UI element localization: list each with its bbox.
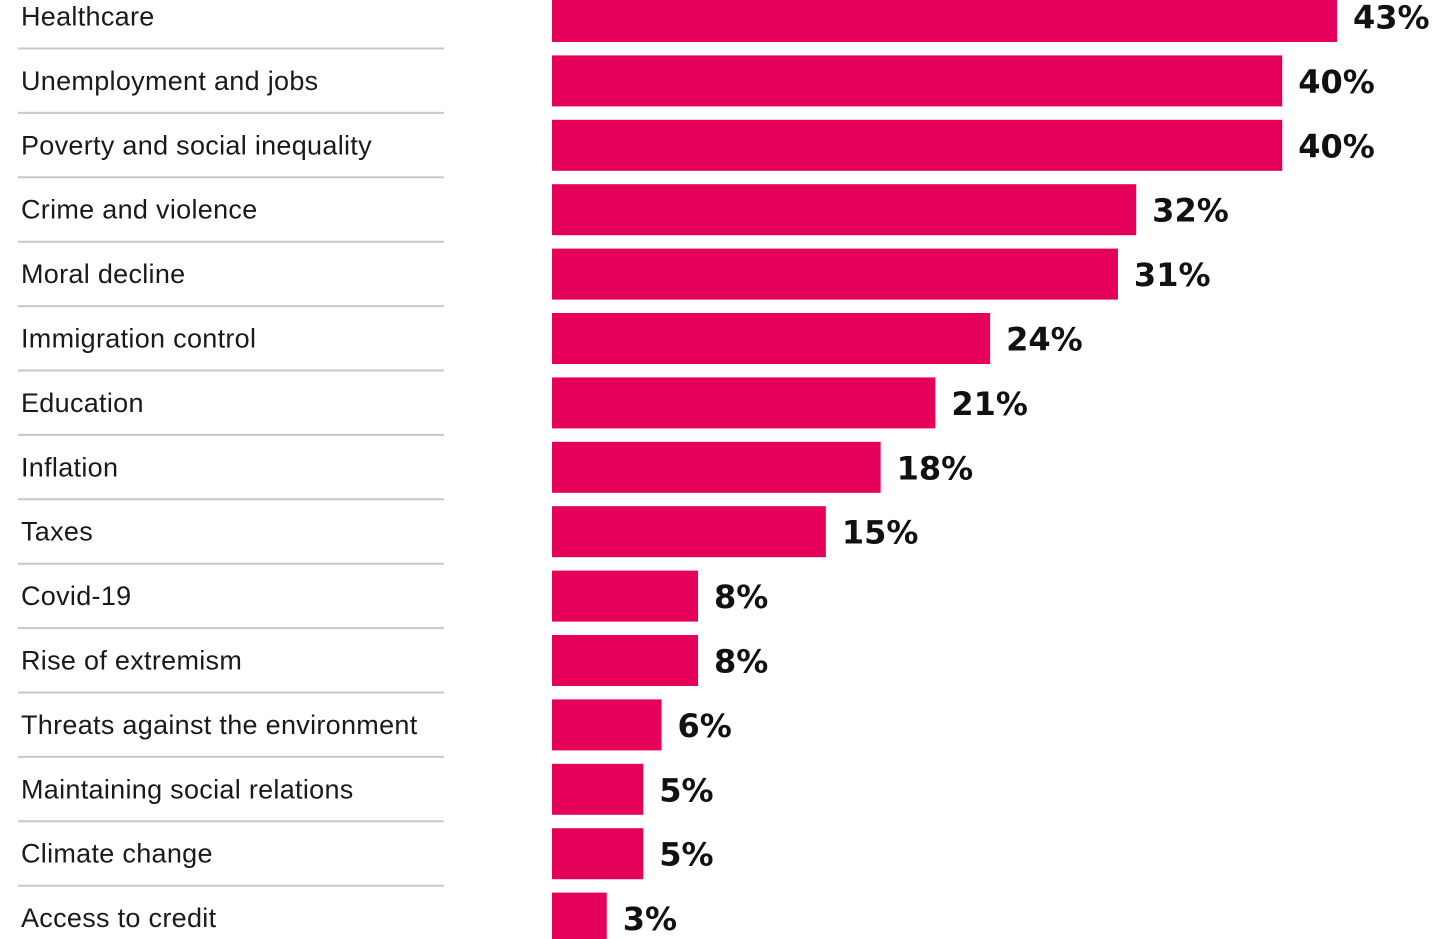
bar [552, 313, 991, 364]
bar [552, 828, 644, 880]
category-label: Maintaining social relations [21, 774, 354, 804]
chart-row: Access to credit 3% [21, 892, 677, 939]
chart-row: Healthcare 43% [18, 0, 1430, 50]
bar [552, 506, 826, 558]
category-label: Poverty and social inequality [21, 130, 372, 160]
category-label: Healthcare [21, 2, 155, 32]
bar [552, 699, 662, 751]
bar [552, 377, 936, 429]
chart-row: Immigration control 24% [18, 313, 1083, 372]
category-label: Crime and violence [21, 195, 258, 225]
chart-row: Maintaining social relations 5% [18, 763, 714, 823]
value-label: 5% [659, 836, 713, 874]
value-label: 21% [951, 385, 1028, 423]
bar [552, 441, 881, 493]
category-label: Threats against the environment [21, 710, 418, 740]
bar [552, 184, 1137, 236]
chart-row: Covid-19 8% [18, 570, 768, 630]
category-label: Moral decline [21, 259, 185, 289]
chart-row: Climate change 5% [18, 828, 714, 887]
value-label: 8% [714, 578, 768, 616]
chart-rows: Healthcare 43%Unemployment and jobs 40%Pov… [18, 0, 1430, 939]
chart-row: Rise of extremism 8% [18, 635, 768, 694]
chart-row: Moral decline 31% [18, 248, 1211, 308]
category-label: Climate change [21, 839, 213, 869]
bar [552, 635, 699, 686]
value-label: 32% [1152, 192, 1229, 230]
value-label: 43% [1353, 0, 1430, 37]
category-label: Immigration control [21, 324, 256, 354]
category-label: Covid-19 [21, 581, 131, 611]
category-label: Unemployment and jobs [21, 66, 318, 96]
chart-row: Taxes 15% [18, 506, 919, 565]
chart-row: Inflation 18% [18, 441, 974, 501]
chart-row: Unemployment and jobs 40% [18, 55, 1375, 114]
chart-row: Crime and violence 32% [18, 184, 1229, 243]
bar [552, 892, 607, 939]
category-label: Rise of extremism [21, 646, 242, 676]
category-label: Taxes [21, 517, 93, 547]
value-label: 31% [1134, 256, 1211, 294]
bar [552, 119, 1283, 171]
bar [552, 0, 1337, 42]
value-label: 40% [1298, 127, 1375, 165]
value-label: 40% [1298, 63, 1375, 101]
value-label: 6% [678, 707, 732, 745]
category-label: Inflation [21, 452, 118, 482]
value-label: 3% [623, 900, 677, 938]
bar [552, 55, 1283, 107]
value-label: 5% [659, 771, 713, 809]
bar [552, 248, 1118, 300]
category-label: Education [21, 388, 144, 418]
category-label: Access to credit [21, 903, 217, 933]
bar [552, 763, 644, 815]
chart-row: Threats against the environment 6% [18, 699, 732, 758]
bar [552, 570, 699, 622]
chart-row: Poverty and social inequality 40% [18, 119, 1375, 179]
value-label: 18% [897, 449, 974, 487]
chart-row: Education 21% [18, 377, 1028, 436]
value-label: 15% [842, 514, 919, 552]
value-label: 24% [1006, 321, 1083, 359]
value-label: 8% [714, 643, 768, 681]
